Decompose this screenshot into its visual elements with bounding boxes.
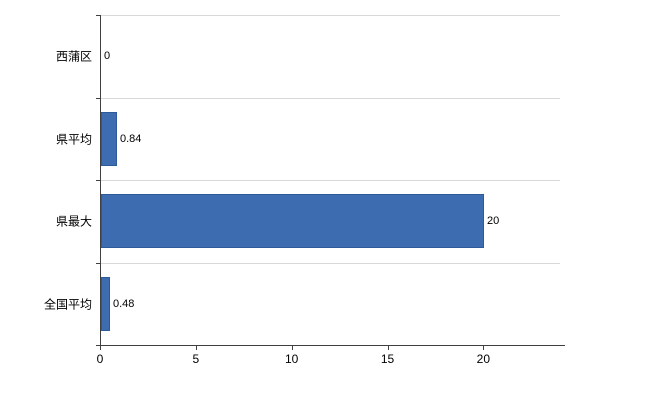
category-label: 西蒲区 (55, 49, 92, 64)
gridline (100, 262, 560, 264)
x-tick-label: 5 (192, 352, 200, 366)
gridline (100, 15, 560, 16)
x-axis-tick (195, 346, 197, 350)
x-tick-label: 10 (284, 352, 299, 366)
y-axis-tick (96, 15, 100, 16)
x-axis-line (100, 345, 565, 346)
bar (101, 194, 484, 249)
category-label: 全国平均 (43, 297, 92, 312)
category-label: 県平均 (55, 132, 92, 147)
bar-value-label: 0 (104, 50, 111, 63)
gridline (100, 97, 560, 99)
x-tick-label: 20 (476, 352, 491, 366)
x-axis-tick (483, 346, 485, 350)
y-axis-tick (96, 262, 100, 264)
category-label: 県最大 (55, 214, 92, 229)
bar-value-label: 20 (487, 215, 500, 228)
bar-value-label: 0.84 (120, 132, 142, 145)
y-axis-tick (96, 345, 100, 346)
y-axis-tick (96, 97, 100, 99)
bar (101, 276, 110, 331)
plot-area (100, 15, 560, 345)
x-tick-label: 0 (96, 352, 104, 366)
x-axis-tick (100, 346, 101, 350)
y-axis-line (100, 15, 101, 346)
x-tick-label: 15 (380, 352, 395, 366)
x-axis-tick (387, 346, 389, 350)
bar (101, 111, 117, 166)
y-axis-tick (96, 180, 100, 181)
x-axis-tick (291, 346, 293, 350)
gridline (100, 180, 560, 181)
bar-value-label: 0.48 (113, 297, 135, 310)
